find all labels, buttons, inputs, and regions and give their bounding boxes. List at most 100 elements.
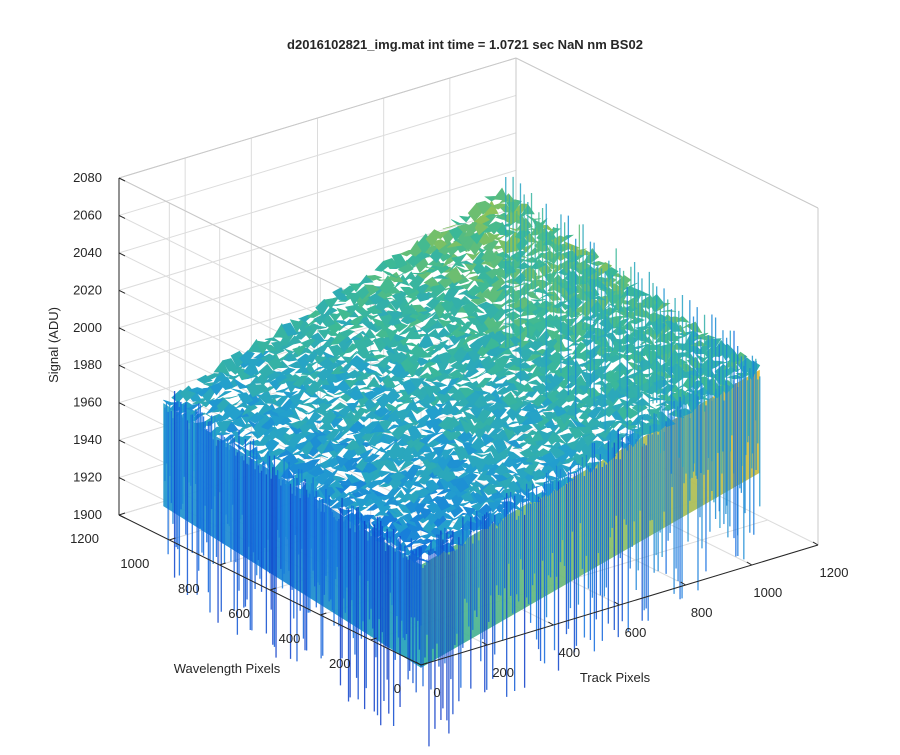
- surface-cell: [385, 286, 402, 294]
- surface-cell: [289, 316, 306, 334]
- surface-cell: [406, 425, 422, 442]
- surface-cell: [442, 223, 458, 230]
- surface-cell: [566, 434, 582, 451]
- surface-cell: [497, 442, 514, 460]
- surface-cell: [443, 321, 460, 335]
- surface-cell: [416, 411, 433, 427]
- surface-cell: [382, 433, 399, 445]
- surface-cell: [261, 416, 277, 430]
- surface-cell: [308, 463, 325, 477]
- z-tick-label: 2080: [73, 170, 102, 185]
- surface-cell: [347, 355, 364, 367]
- surface-cell: [448, 369, 465, 379]
- surface-cell: [275, 350, 291, 362]
- surface-cell: [371, 384, 388, 395]
- chart-title: d2016102821_img.mat int time = 1.0721 se…: [287, 37, 643, 52]
- z-tick-label: 1960: [73, 395, 102, 410]
- surface-cell: [266, 394, 284, 400]
- x-tick: [481, 641, 488, 646]
- surface-cell: [318, 454, 335, 466]
- surface-cell: [333, 388, 349, 396]
- surface-cell: [183, 403, 201, 411]
- surface-cell: [222, 358, 238, 372]
- z-tick: [118, 289, 126, 294]
- surface-cell: [301, 402, 318, 411]
- x-tick-label: 200: [492, 665, 514, 680]
- surface-cell: [323, 467, 340, 482]
- surface-cell: [437, 385, 454, 395]
- surface-cell: [542, 411, 559, 421]
- surface-cell: [275, 448, 293, 459]
- surface-cell: [237, 392, 254, 405]
- surface-cell: [358, 514, 375, 526]
- surface-cell: [454, 512, 470, 520]
- surface-cell: [329, 442, 346, 454]
- surface-cell: [287, 361, 305, 369]
- surface-cell: [397, 259, 414, 274]
- surface-cell: [642, 392, 658, 400]
- surface-cell: [276, 385, 292, 393]
- surface-cell: [370, 488, 387, 497]
- surface-cell: [383, 325, 400, 342]
- grid-line: [118, 94, 517, 216]
- surface-cell: [235, 435, 252, 446]
- x-tick: [680, 581, 686, 586]
- surface-cell: [409, 342, 426, 357]
- surface-cell: [332, 287, 349, 301]
- surface-cell: [357, 386, 373, 391]
- surface-cell: [686, 321, 703, 334]
- surface-spikes: [164, 176, 761, 747]
- surface-cell: [481, 452, 497, 466]
- surface-cell: [311, 322, 327, 330]
- y-tick: [169, 537, 176, 541]
- surface-cell: [365, 350, 381, 354]
- surface-cell: [384, 387, 401, 405]
- surface-cell: [433, 229, 450, 240]
- surface-cell: [448, 226, 465, 242]
- x-tick: [746, 561, 753, 566]
- x-axis-label: Track Pixels: [580, 670, 651, 685]
- surface-cell: [466, 480, 483, 497]
- surface-cell: [579, 338, 597, 347]
- surface-cell: [628, 428, 644, 433]
- x-tick-label: 1000: [753, 585, 782, 600]
- surface-cell: [423, 276, 440, 287]
- y-tick-label: 1000: [120, 556, 149, 571]
- surface-cell: [290, 420, 308, 430]
- z-tick: [118, 327, 126, 332]
- x-tick-label: 400: [558, 645, 580, 660]
- surface-cell: [400, 286, 417, 296]
- surface-cell: [450, 388, 467, 402]
- surface-cell: [336, 307, 353, 321]
- surface-cell: [469, 371, 486, 380]
- surface-cell: [367, 337, 383, 347]
- surface-cell: [484, 229, 502, 243]
- surface-cell: [308, 332, 326, 342]
- x-tick-label: 0: [433, 685, 440, 700]
- surface-cell: [411, 272, 427, 275]
- surface-cell: [447, 443, 463, 452]
- surface-cell: [285, 373, 303, 382]
- surface-cell: [451, 219, 467, 225]
- surface-cell: [343, 377, 361, 389]
- surface-cell: [233, 378, 250, 389]
- surface-cell: [539, 293, 555, 300]
- surface-cell: [402, 271, 419, 283]
- surface-cell: [403, 342, 419, 347]
- y-tick: [320, 612, 327, 616]
- surface-cell: [485, 268, 502, 279]
- surface-cell: [423, 479, 440, 494]
- surface-cell: [574, 433, 591, 442]
- surface-cell: [456, 470, 472, 480]
- surface-cell: [477, 301, 494, 310]
- surface-cell: [438, 416, 454, 431]
- surface-cell: [501, 391, 518, 406]
- surface-cell: [506, 199, 522, 214]
- surface-cell: [288, 391, 305, 407]
- surface-cell: [506, 439, 523, 450]
- surface-cell: [234, 368, 251, 381]
- surface-cell: [462, 506, 479, 517]
- surface-cell: [204, 373, 222, 380]
